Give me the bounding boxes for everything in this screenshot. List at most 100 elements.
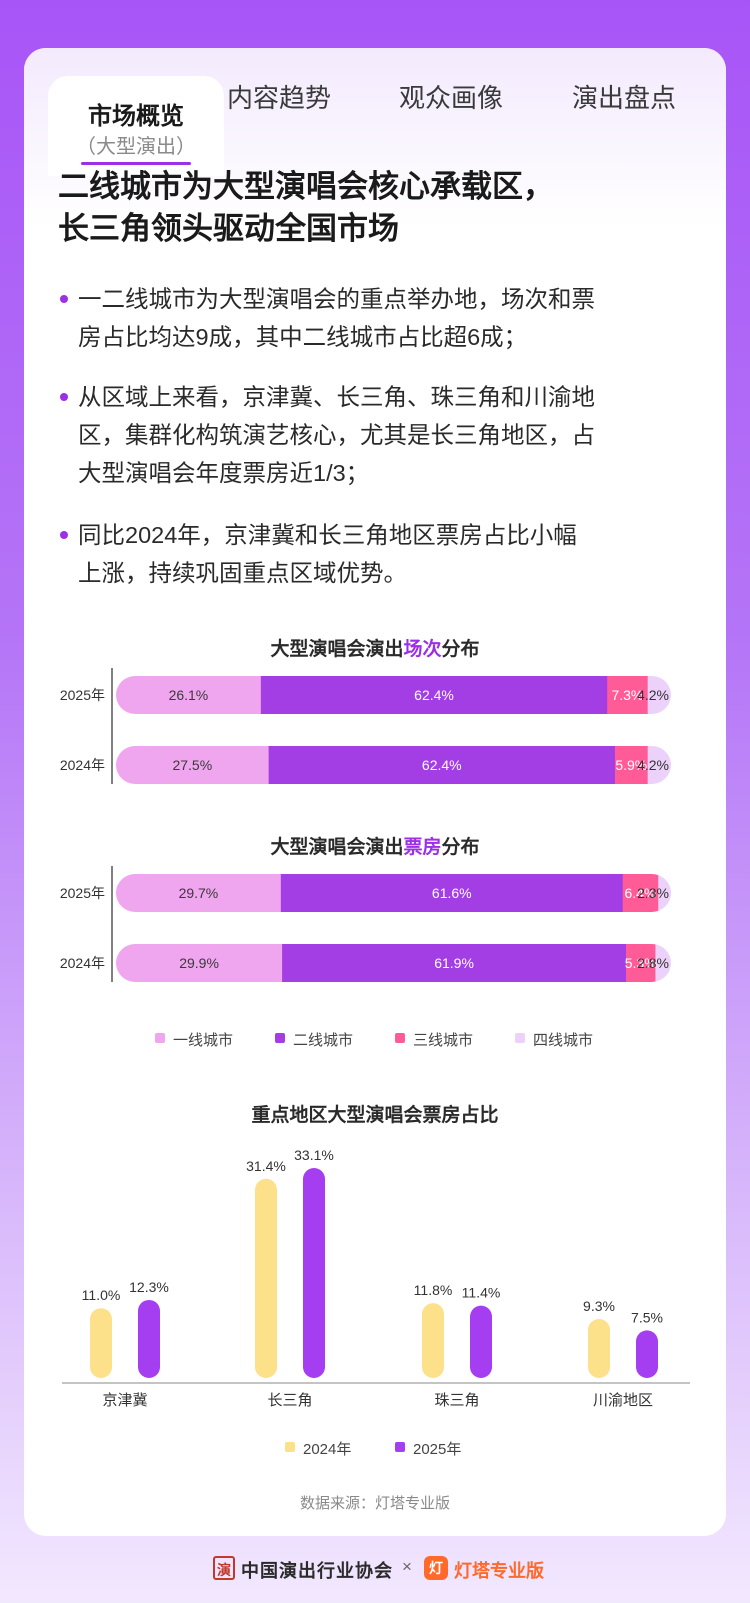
sessions-data-label: 7.3% [611, 687, 643, 703]
stacked-bar-chart-sessions: 2025年 26.1% 62.4% 7.3%4.2%2024年 27.5% 62.4% 5.… [60, 668, 671, 784]
regions-bar [422, 1303, 444, 1378]
chart-title-sessions-post: 分布 [441, 639, 480, 660]
boxoffice-bar-segment [655, 944, 671, 982]
regions-bar [303, 1168, 325, 1378]
dengta-brand-name: 灯塔专业版 [454, 1561, 544, 1581]
sessions-data-label: 5.9% [615, 757, 647, 773]
sessions-row-label: 2025年 [60, 687, 105, 703]
regions-category-label: 珠三角 [434, 1392, 479, 1409]
regions-bar [255, 1178, 277, 1378]
bullet-3-line-2: 上涨，持续巩固重点区域优势。 [78, 560, 407, 586]
legend-label-tier2: 二线城市 [293, 1032, 354, 1049]
boxoffice-bar-segment [280, 874, 624, 912]
sessions-data-label: 62.4% [422, 757, 462, 773]
bullet-item-3: 同比2024年，京津冀和长三角地区票房占比小幅 上涨，持续巩固重点区域优势。 [60, 516, 700, 596]
regions-data-label: 12.3% [129, 1279, 169, 1295]
bullet-3-line-1: 同比2024年，京津冀和长三角地区票房占比小幅 [78, 522, 577, 548]
legend-label-tier4: 四线城市 [533, 1032, 594, 1049]
sessions-bar-segment [116, 746, 270, 784]
stacked-bar-chart-boxoffice: 2025年 29.7% 61.6% 6.4%2.3% 2024年 29.9% 61.9% 5.… [60, 866, 671, 982]
regions-category-label: 京津冀 [102, 1392, 147, 1409]
regions-bar [138, 1299, 160, 1378]
chart-title-sessions-pre: 大型演唱会演出 [270, 639, 404, 660]
boxoffice-bar-segment [116, 944, 283, 982]
boxoffice-data-label: 5.3% [625, 955, 657, 971]
boxoffice-bar-segment [622, 874, 659, 912]
legend-label-2024: 2024年 [303, 1441, 352, 1458]
sessions-row-bars [116, 746, 671, 784]
tab-audience-profile[interactable]: 观众画像 [399, 83, 504, 113]
legend-label-tier1: 一线城市 [173, 1032, 234, 1049]
regions-bar [90, 1308, 112, 1378]
tab-content-trends[interactable]: 内容趋势 [227, 83, 332, 113]
data-source-note: 数据来源：灯塔专业版 [299, 1495, 450, 1512]
regions-bar [588, 1318, 610, 1378]
regions-data-label: 7.5% [631, 1309, 663, 1325]
headline-line-1: 二线城市为大型演唱会核心承载区， [58, 169, 554, 204]
association-seal-icon: 演 [213, 1556, 235, 1580]
boxoffice-data-label: 6.4% [625, 885, 657, 901]
legend-swatch-2025 [395, 1442, 405, 1452]
sessions-data-label: 4.2% [637, 757, 669, 773]
footer-logos: 演 中国演出行业协会 × 灯 灯塔专业版 [0, 1554, 750, 1584]
chart-title-boxoffice-post: 分布 [441, 837, 480, 858]
bullet-1-line-1: 一二线城市为大型演唱会的重点举办地，场次和票 [78, 286, 595, 312]
boxoffice-row-label: 2024年 [60, 955, 105, 971]
regions-data-label: 11.4% [462, 1285, 501, 1301]
sessions-bar-segment [607, 676, 649, 714]
bullet-dot [60, 531, 68, 539]
sessions-bar-segment [260, 676, 608, 714]
boxoffice-bar-segment [282, 944, 627, 982]
chart-title-sessions: 大型演唱会演出场次分布 [0, 634, 750, 661]
bullet-2-line-1: 从区域上来看，京津冀、长三角、珠三角和川渝地 [78, 384, 595, 410]
chart-title-regions: 重点地区大型演唱会票房占比 [251, 1105, 499, 1126]
bullet-2-line-3: 大型演唱会年度票房近1/3； [78, 460, 370, 486]
association-name: 中国演出行业协会 [241, 1561, 393, 1582]
regions-data-label: 33.1% [294, 1147, 334, 1163]
boxoffice-row-bars [116, 944, 671, 982]
boxoffice-bar-segment [626, 944, 656, 982]
tab-market-overview-sub: （大型演出） [76, 136, 196, 158]
sessions-data-label: 62.4% [414, 687, 454, 703]
tab-market-overview[interactable]: 市场概览 （大型演出） [48, 76, 224, 176]
sessions-bar-segment [647, 676, 671, 714]
active-tab-underline [81, 162, 191, 165]
bullet-2-line-2: 区，集群化构筑演艺核心，尤其是长三角地区，占 [78, 422, 595, 448]
regions-data-label: 11.0% [82, 1287, 121, 1303]
boxoffice-data-label: 29.7% [179, 885, 219, 901]
regions-bar [636, 1330, 658, 1378]
sessions-data-label: 4.2% [637, 687, 669, 703]
cross-mark: × [402, 1557, 412, 1576]
legend-swatch-tier1 [155, 1033, 165, 1043]
bullet-dot [60, 393, 68, 401]
content-card: 市场概览 （大型演出） [24, 48, 726, 1536]
tab-show-review[interactable]: 演出盘点 [572, 83, 677, 113]
boxoffice-data-label: 2.3% [637, 885, 669, 901]
chart-title-boxoffice-hl: 票房 [403, 837, 442, 858]
boxoffice-row-label: 2025年 [60, 885, 105, 901]
legend-swatch-tier2 [275, 1033, 285, 1043]
regions-data-label: 9.3% [583, 1298, 615, 1314]
boxoffice-data-label: 61.6% [432, 885, 472, 901]
regions-category-label: 川渝地区 [593, 1392, 653, 1409]
legend-label-2025: 2025年 [413, 1441, 462, 1458]
page-headline: 二线城市为大型演唱会核心承载区， 长三角领头驱动全国市场 [58, 166, 554, 250]
regions-data-label: 11.8% [414, 1282, 453, 1298]
regions-bar [470, 1305, 492, 1378]
boxoffice-row-bars [116, 874, 671, 912]
bullet-dot [60, 295, 68, 303]
bullet-1-line-2: 房占比均达9成，其中二线城市占比超6成； [78, 324, 528, 350]
sessions-bar-segment [647, 746, 671, 784]
grouped-bar-chart-regions: 11.0% 12.3% 京津冀 31.4% 33.1% 长三角 11.8% 11.4% 珠三角 9… [62, 1147, 690, 1409]
boxoffice-data-label: 61.9% [434, 955, 474, 971]
dengta-logo-icon: 灯 [424, 1556, 448, 1580]
sessions-data-label: 26.1% [169, 687, 209, 703]
sessions-row-label: 2024年 [60, 757, 105, 773]
chart-title-boxoffice-pre: 大型演唱会演出 [270, 837, 404, 858]
legend-label-tier3: 三线城市 [413, 1032, 474, 1049]
sessions-bar-segment [268, 746, 616, 784]
legend-swatch-tier3 [395, 1033, 405, 1043]
boxoffice-bar-segment [658, 874, 671, 912]
bullet-item-1: 一二线城市为大型演唱会的重点举办地，场次和票 房占比均达9成，其中二线城市占比超… [60, 280, 700, 360]
headline-line-2: 长三角领头驱动全国市场 [58, 211, 399, 246]
